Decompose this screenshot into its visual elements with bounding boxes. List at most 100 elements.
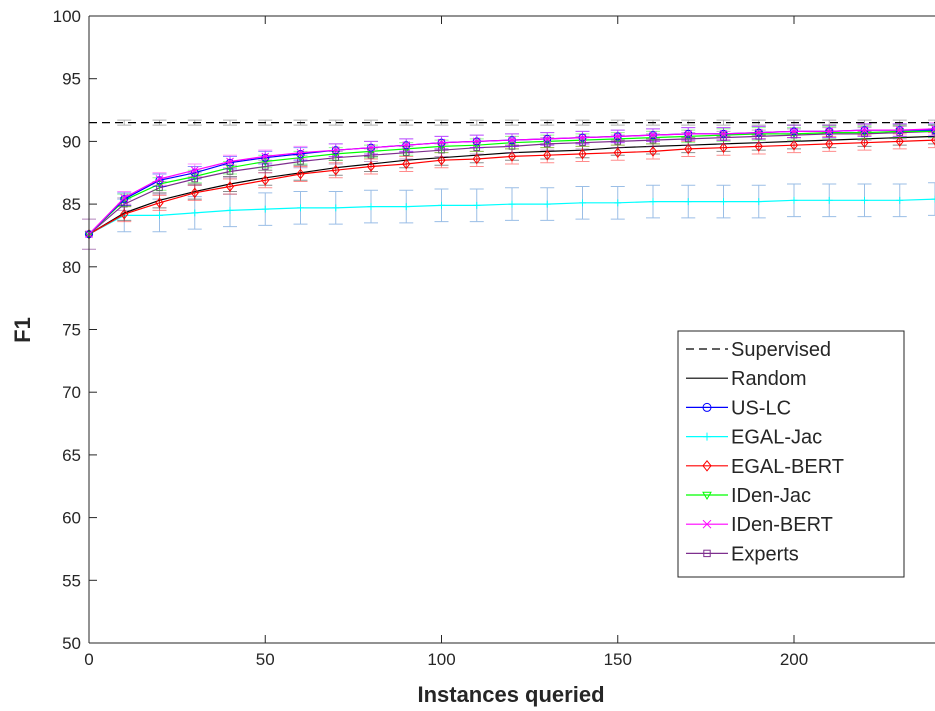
x-tick-label: 150 <box>604 650 632 669</box>
data-point <box>825 127 834 136</box>
data-point <box>155 175 164 183</box>
error-bar <box>857 119 872 126</box>
data-point <box>703 432 711 441</box>
series-supervised <box>89 119 935 126</box>
error-bar <box>716 119 731 126</box>
error-bar <box>928 124 935 139</box>
data-point <box>296 168 305 180</box>
x-tick-label: 50 <box>256 650 275 669</box>
data-point <box>120 208 129 220</box>
legend-item: IDen-BERT <box>686 514 833 536</box>
legend-label: US-LC <box>731 397 791 419</box>
data-point <box>860 126 869 134</box>
x-tick-label: 200 <box>780 650 808 669</box>
data-point <box>331 146 340 155</box>
error-bar <box>822 119 837 126</box>
data-point <box>508 200 516 208</box>
y-axis-label: F1 <box>10 317 35 343</box>
data-point <box>437 154 446 166</box>
data-point <box>543 200 551 208</box>
data-point <box>402 141 411 150</box>
series-iden-bert <box>85 122 935 239</box>
legend-label: IDen-BERT <box>731 514 833 536</box>
data-point <box>579 199 586 207</box>
legend-item: EGAL-BERT <box>686 456 844 478</box>
data-point <box>402 158 411 170</box>
data-point <box>190 173 200 181</box>
y-tick-label: 75 <box>62 321 81 340</box>
data-point <box>297 158 304 165</box>
data-point <box>402 149 410 156</box>
data-point <box>614 199 622 207</box>
data-point <box>825 196 833 204</box>
legend-label: Experts <box>731 543 799 565</box>
data-point <box>190 166 199 175</box>
data-point <box>190 187 199 199</box>
data-point <box>438 201 445 209</box>
data-point <box>156 184 163 192</box>
data-point <box>754 128 763 137</box>
data-point <box>367 151 375 159</box>
error-bar <box>928 123 935 137</box>
data-point <box>402 203 410 211</box>
data-point <box>472 142 482 150</box>
data-point <box>296 154 305 163</box>
data-point <box>226 206 234 214</box>
legend-item: Supervised <box>686 339 831 361</box>
error-bar <box>610 119 625 126</box>
data-point <box>366 161 376 172</box>
data-point <box>120 195 129 204</box>
data-point <box>296 148 305 157</box>
data-point <box>226 168 234 175</box>
data-point <box>225 164 235 173</box>
y-tick-label: 100 <box>53 7 81 26</box>
legend-item: IDen-Jac <box>686 485 811 507</box>
data-point <box>260 158 270 166</box>
data-point <box>261 163 269 170</box>
data-point <box>155 197 164 209</box>
data-point <box>702 491 712 500</box>
data-point <box>191 209 199 217</box>
error-bar <box>928 124 935 139</box>
data-point <box>931 126 935 135</box>
x-axis-label: Instances queried <box>417 682 604 707</box>
data-point <box>120 193 129 202</box>
data-point <box>401 145 411 154</box>
error-bar <box>223 119 237 126</box>
y-tick-label: 70 <box>62 383 81 402</box>
data-point <box>719 142 728 153</box>
data-point <box>261 174 270 186</box>
y-tick-label: 80 <box>62 258 81 277</box>
data-point <box>543 135 552 143</box>
error-bar <box>469 119 484 126</box>
data-point <box>790 127 798 136</box>
data-point <box>367 203 375 211</box>
data-point <box>790 196 798 204</box>
data-point <box>578 133 587 142</box>
legend-item: Random <box>686 368 807 390</box>
data-point <box>895 126 904 134</box>
data-point <box>931 195 935 203</box>
data-point <box>190 168 199 177</box>
legend-item: EGAL-Jac <box>686 427 822 449</box>
legend-label: EGAL-Jac <box>731 427 822 449</box>
data-point <box>437 143 446 151</box>
y-tick-label: 95 <box>62 70 81 89</box>
y-tick-label: 65 <box>62 446 81 465</box>
error-bar <box>928 132 935 149</box>
data-point <box>754 141 763 152</box>
y-tick-label: 55 <box>62 571 81 590</box>
data-point <box>331 150 341 159</box>
data-point <box>120 200 128 208</box>
legend-box <box>677 330 905 578</box>
data-point <box>578 148 587 160</box>
legend-label: EGAL-BERT <box>731 456 844 478</box>
data-point <box>438 146 445 154</box>
legend-label: IDen-Jac <box>731 485 811 507</box>
x-tick-label: 0 <box>84 650 93 669</box>
data-point <box>930 134 935 146</box>
data-point <box>472 137 481 146</box>
data-point <box>366 148 376 156</box>
